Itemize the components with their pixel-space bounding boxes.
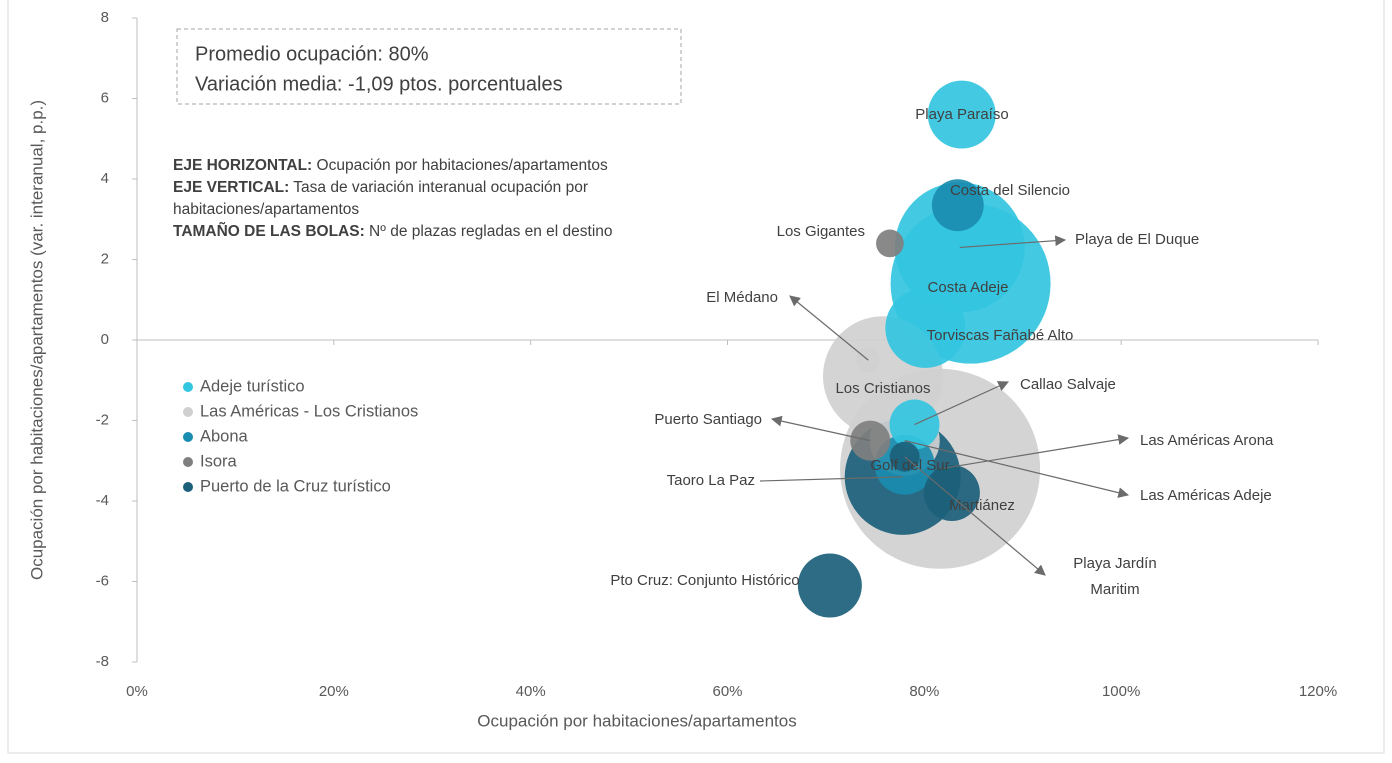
point-label: Costa del Silencio (950, 182, 1070, 199)
y-tick-label: -6 (96, 572, 109, 589)
legend-swatch (183, 407, 193, 417)
axis-note: EJE HORIZONTAL: Ocupación por habitacion… (173, 155, 733, 177)
point-label: Los Gigantes (777, 223, 865, 240)
axis-note: EJE VERTICAL: Tasa de variación interanu… (173, 177, 733, 221)
point-label: Golf del Sur (870, 457, 949, 474)
bubble (885, 287, 966, 368)
label-leader (904, 456, 1046, 576)
summary-box (176, 28, 682, 105)
y-tick-label: -4 (96, 492, 109, 509)
label-leader (759, 476, 903, 482)
legend-label: Las Américas - Los Cristianos (200, 402, 418, 420)
axis-note: TAMAÑO DE LAS BOLAS: Nº de plazas reglad… (173, 221, 733, 243)
summary-text: Variación media: -1,09 ptos. porcentuale… (195, 73, 563, 95)
label-leader (789, 295, 869, 361)
legend-label: Adeje turístico (200, 377, 305, 395)
x-tick-label: 0% (126, 683, 148, 700)
point-label: Las Américas Arona (1140, 432, 1274, 449)
note-key: TAMAÑO DE LAS BOLAS: (173, 223, 365, 240)
note-key: EJE VERTICAL: (173, 179, 290, 196)
bubble (889, 441, 920, 472)
point-label: El Médano (706, 289, 778, 306)
label-leader (914, 381, 1009, 426)
point-label: Torviscas Fañabé Alto (927, 327, 1074, 344)
y-tick-label: 0 (101, 331, 109, 348)
point-label: Los Cristianos (835, 380, 930, 397)
label-leader (959, 235, 1067, 249)
bubble (923, 464, 980, 521)
bubble (931, 179, 984, 232)
axis-notes: EJE HORIZONTAL: Ocupación por habitacion… (173, 155, 733, 243)
point-label: Playa Jardín Maritim (1073, 555, 1157, 598)
point-label: Callao Salvaje (1020, 376, 1116, 393)
y-axis-label: Ocupación por habitaciones/apartamentos … (27, 100, 46, 580)
x-tick-label: 100% (1102, 683, 1140, 700)
x-tick-label: 60% (712, 683, 742, 700)
note-text: Ocupación por habitaciones/apartamentos (316, 157, 608, 174)
point-label: Taoro La Paz (667, 472, 755, 489)
legend-swatch (183, 457, 193, 467)
legend-label: Isora (200, 452, 238, 470)
y-tick-label: -2 (96, 411, 109, 428)
note-text: Nº de plazas regladas en el destino (369, 223, 613, 240)
bubble (927, 80, 996, 149)
legend-swatch (183, 482, 193, 492)
x-tick-label: 80% (909, 683, 939, 700)
summary-text: Promedio ocupación: 80% (195, 43, 429, 65)
point-label: Martiánez (949, 497, 1015, 514)
label-leader (904, 440, 1130, 498)
point-label: Las Américas Adeje (1140, 487, 1272, 504)
x-tick-label: 20% (319, 683, 349, 700)
label-leader (939, 434, 1130, 470)
bubble (797, 553, 862, 618)
x-tick-label: 40% (516, 683, 546, 700)
point-label: Pto Cruz: Conjunto Histórico (610, 572, 799, 589)
legend-swatch (183, 432, 193, 442)
point-label: Playa Paraíso (915, 106, 1008, 123)
bubble (889, 399, 940, 450)
legend-swatch (183, 382, 193, 392)
label-leader (770, 415, 871, 442)
bubble (876, 229, 904, 258)
y-tick-label: -8 (96, 653, 109, 670)
point-label: Playa de El Duque (1075, 231, 1199, 248)
y-tick-label: 6 (101, 89, 109, 106)
legend-label: Abona (200, 427, 249, 445)
point-label: Costa Adeje (928, 279, 1009, 296)
y-tick-label: 8 (101, 9, 109, 26)
point-label: Puerto Santiago (654, 411, 762, 428)
note-key: EJE HORIZONTAL: (173, 157, 313, 174)
y-tick-label: 4 (101, 170, 109, 187)
note-text: Tasa de variación interanual ocupación p… (173, 179, 588, 218)
x-tick-label: 120% (1299, 683, 1337, 700)
chart-border (7, 0, 1385, 754)
x-axis-label: Ocupación por habitaciones/apartamentos (477, 711, 796, 730)
legend-label: Puerto de la Cruz turístico (200, 477, 391, 495)
point-label-text: Playa Jardín Maritim (1073, 555, 1157, 598)
y-tick-label: 2 (101, 250, 109, 267)
